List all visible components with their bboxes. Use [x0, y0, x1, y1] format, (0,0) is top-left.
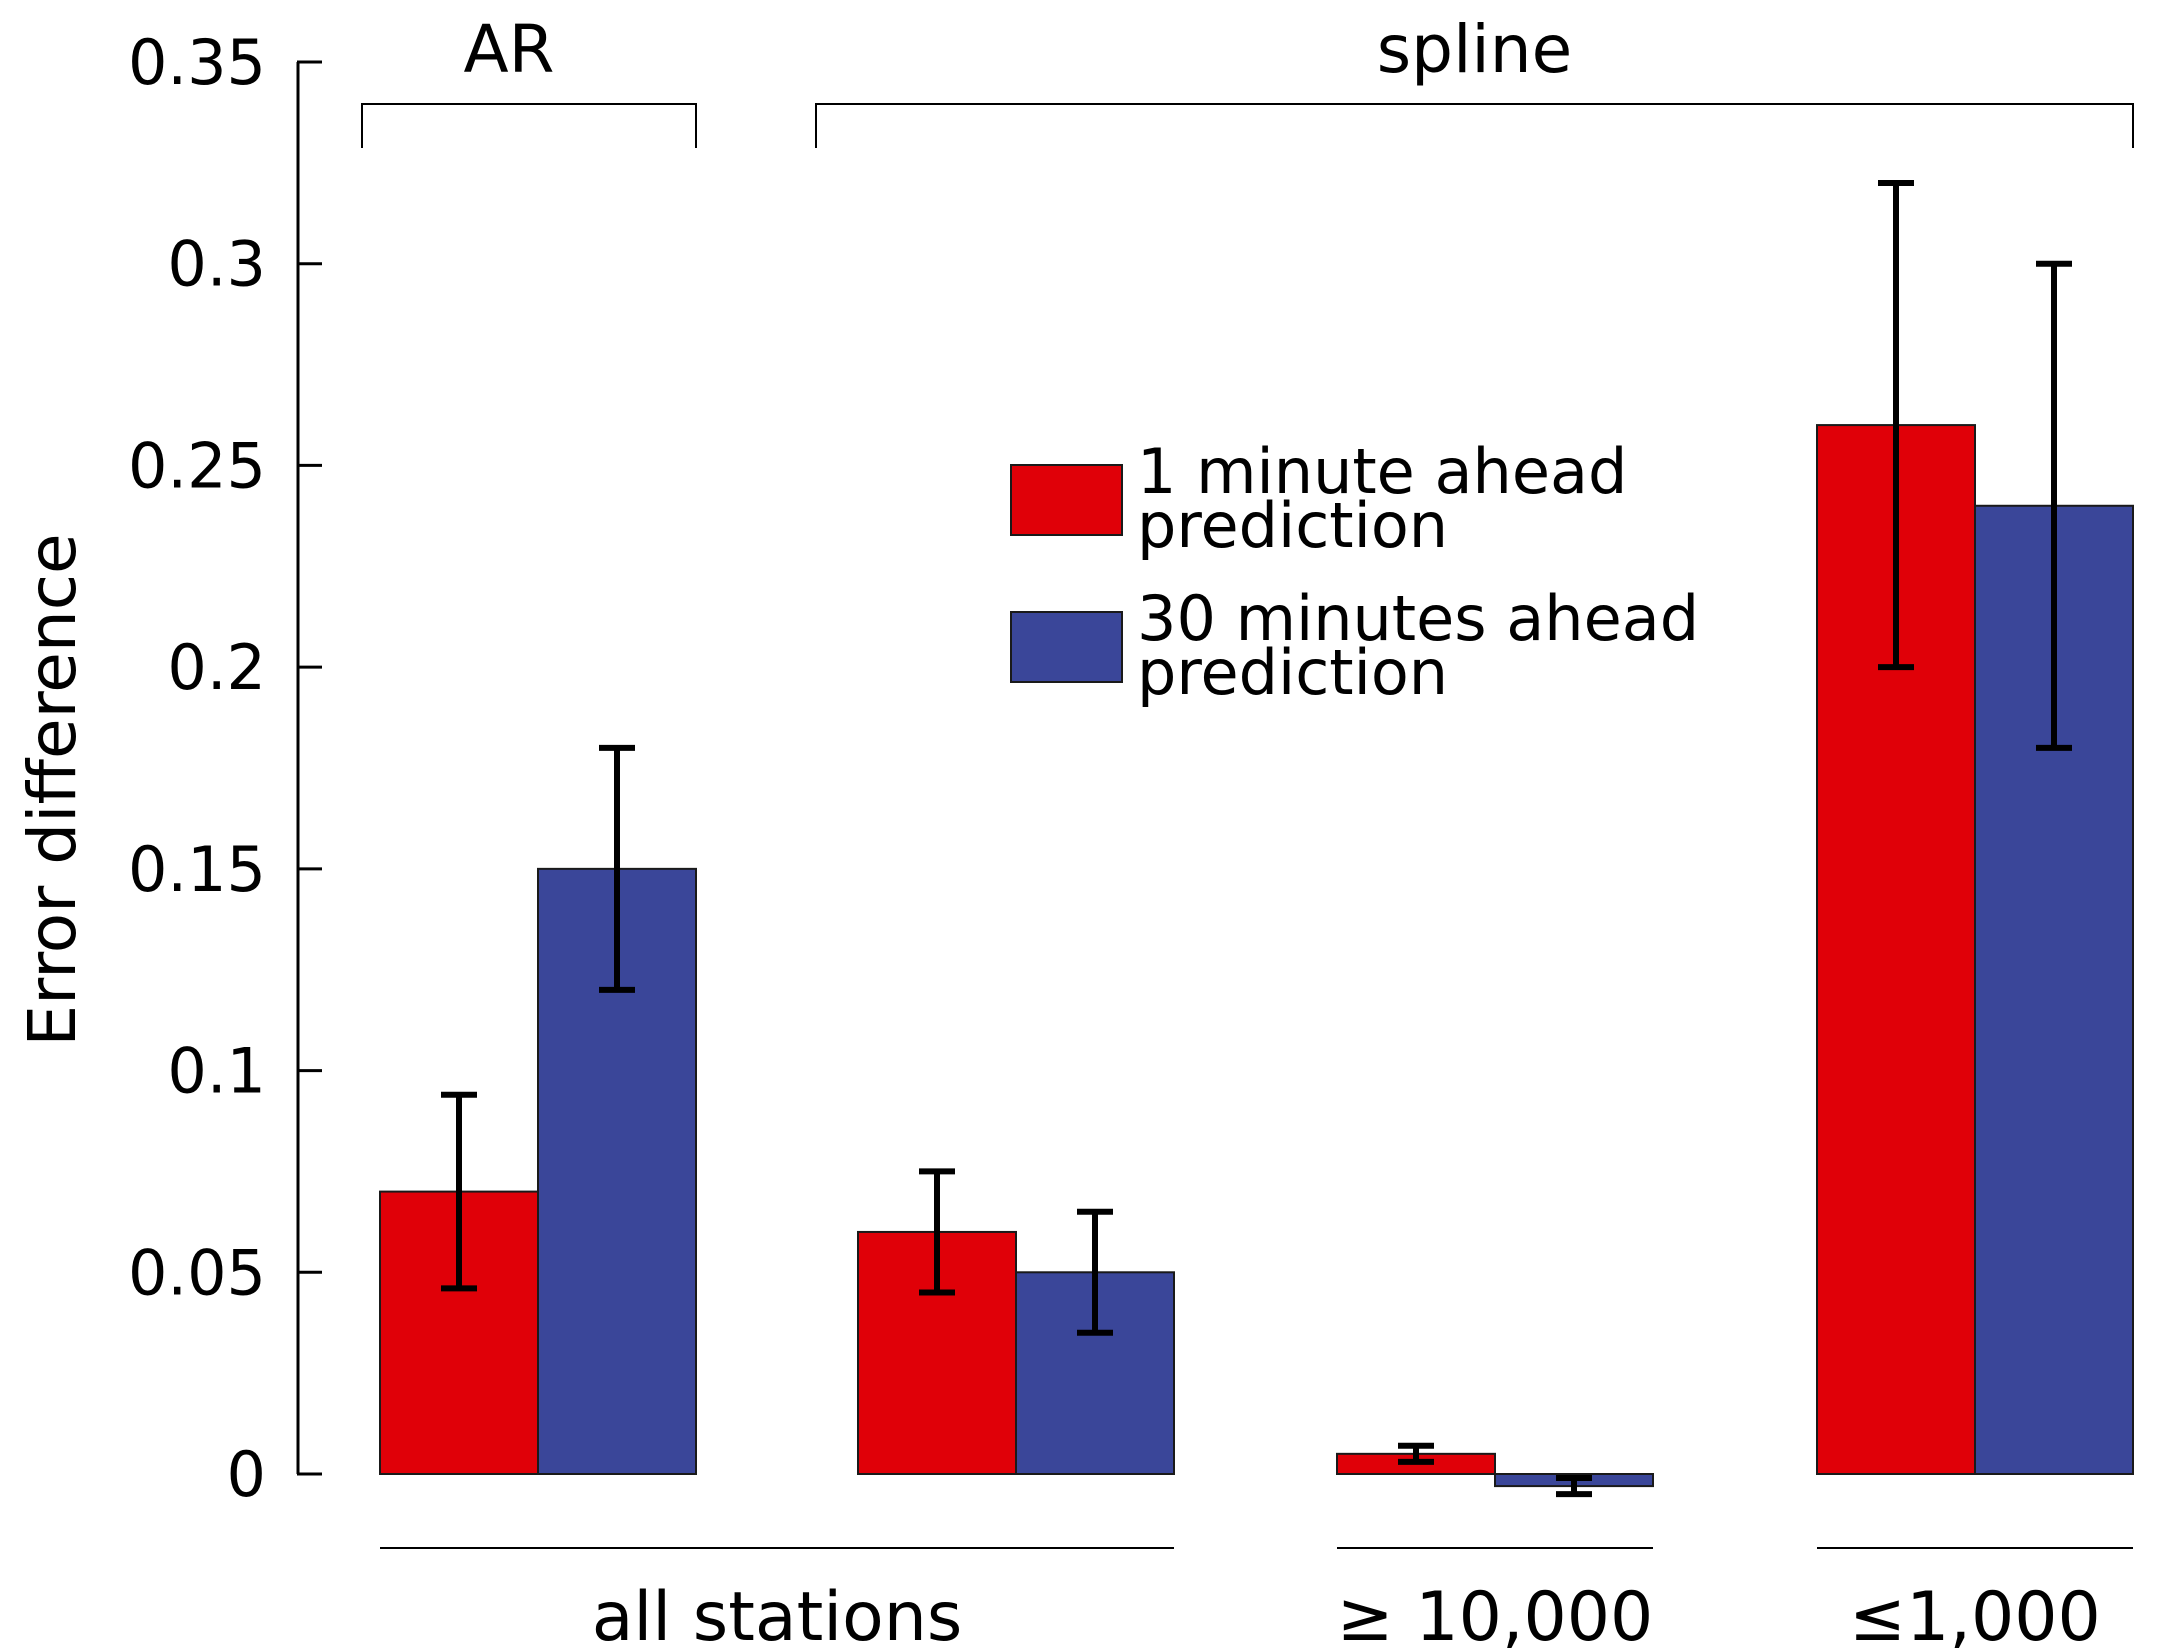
legend-swatch [1010, 611, 1123, 683]
station-bracket-label: all stations [592, 1578, 963, 1650]
bar [1974, 504, 2134, 1475]
y-axis-label: Error difference [14, 533, 91, 1046]
legend-label: 1 minute ahead [1137, 435, 1627, 508]
legend-label: prediction [1137, 489, 1448, 562]
method-bracket [815, 103, 2134, 148]
legend-swatch [1010, 464, 1123, 536]
legend-label: prediction [1137, 636, 1448, 709]
y-axis: 0 0.05 0.1 0.15 0.2 0.25 0.3 0.35 [128, 26, 322, 1511]
y-tick-label: 0.35 [128, 26, 266, 99]
y-tick-label: 0.25 [128, 429, 266, 502]
method-bracket-label: spline [1377, 11, 1572, 88]
y-tick-label: 0.05 [128, 1236, 266, 1309]
error-bars [441, 180, 2072, 1498]
method-bracket-label: AR [463, 11, 554, 88]
brackets: AR spline all stations ≥ 10,000 ≤1,000 [361, 11, 2134, 1650]
y-tick-label: 0.1 [167, 1035, 266, 1108]
station-bracket-label: ≥ 10,000 [1337, 1578, 1654, 1650]
station-bracket-label: ≤1,000 [1849, 1578, 2101, 1650]
y-tick-label: 0.3 [167, 228, 266, 301]
method-bracket [361, 103, 697, 148]
y-tick-label: 0 [227, 1438, 266, 1511]
legend-label: 30 minutes ahead [1137, 582, 1699, 655]
y-tick-label: 0.15 [128, 833, 266, 906]
y-tick-label: 0.2 [167, 631, 266, 704]
